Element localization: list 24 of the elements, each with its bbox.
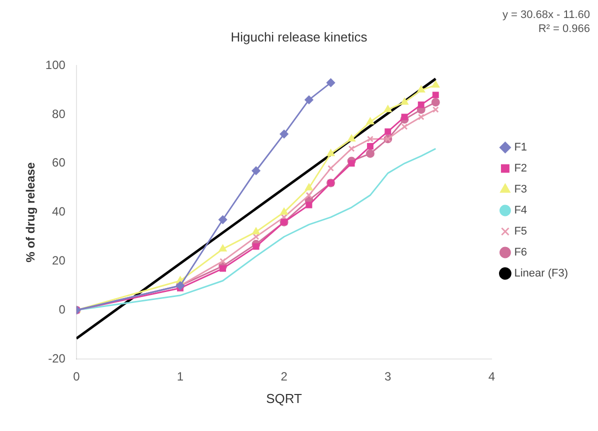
y-tick-label: 60 [52, 156, 66, 170]
x-tick-label: 3 [384, 370, 392, 384]
y-tick-label: 0 [58, 302, 66, 316]
x-tick-label: 0 [73, 370, 80, 384]
legend-label: F4 [514, 204, 528, 217]
legend-label: Linear (F3) [514, 268, 568, 280]
chart-title: Higuchi release kinetics [230, 29, 368, 44]
x-tick-label: 2 [280, 370, 288, 384]
text: R² = 0.966 [538, 23, 590, 35]
y-tick-label: 40 [52, 204, 66, 219]
legend-label: F1 [514, 142, 528, 154]
y-tick-label: -20 [48, 351, 66, 366]
legend-label: F6 [514, 246, 528, 259]
x-tick-label: 4 [488, 370, 496, 384]
legend-label: F5 [514, 226, 528, 238]
legend-label: F2 [514, 162, 528, 175]
y-tick-label: 80 [52, 106, 66, 121]
y-tick-label: 20 [52, 254, 66, 268]
y-axis-title: % of drug release [24, 162, 38, 262]
y-tick-label: 100 [45, 58, 66, 72]
text: y = 30.68x - 11.60 [502, 9, 590, 21]
x-axis-title: SQRT [266, 390, 302, 406]
legend-label: F3 [514, 184, 528, 196]
x-tick-label: 1 [176, 370, 184, 384]
